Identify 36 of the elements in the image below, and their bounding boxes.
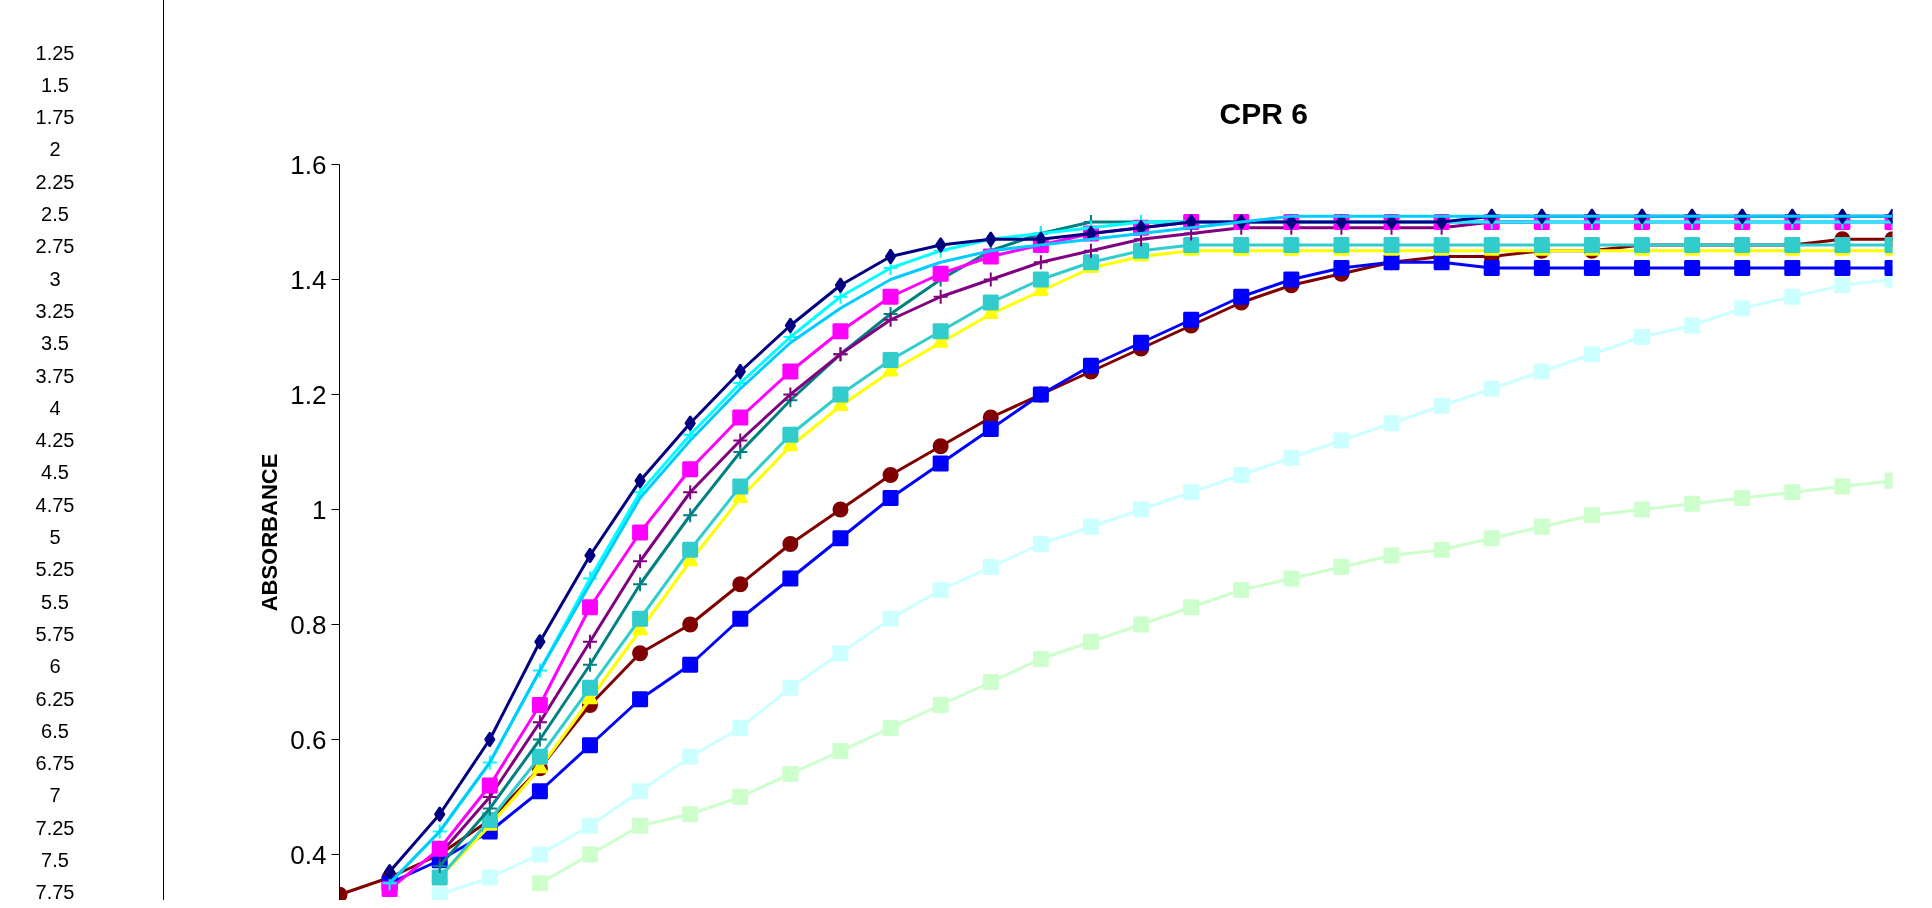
y-tick-label: 1 bbox=[312, 494, 327, 525]
text: 3.25 bbox=[34, 299, 76, 323]
text: 2.75 bbox=[34, 234, 76, 258]
text: 3.75 bbox=[34, 364, 76, 388]
text: 7 bbox=[48, 783, 62, 807]
text: 6.75 bbox=[34, 751, 76, 775]
text: 7.25 bbox=[34, 816, 76, 840]
text: 5 bbox=[48, 525, 62, 549]
y-tick-label: 1.2 bbox=[290, 379, 327, 410]
text: 5.5 bbox=[40, 590, 70, 614]
text: 4 bbox=[48, 396, 62, 420]
y-tick-label: 0.8 bbox=[290, 609, 327, 640]
text: 6.25 bbox=[34, 687, 76, 711]
text: 4.25 bbox=[34, 428, 76, 452]
y-tick-label: 0.4 bbox=[290, 839, 327, 870]
y-axis-title: ABSORBANCE bbox=[257, 453, 283, 612]
text: 3.5 bbox=[40, 331, 70, 355]
text: 2.5 bbox=[40, 202, 70, 226]
text: 5.25 bbox=[34, 557, 76, 581]
text: 2.25 bbox=[34, 170, 76, 194]
text: 6 bbox=[48, 654, 62, 678]
text: 7.5 bbox=[40, 848, 70, 872]
text: 6.5 bbox=[40, 719, 70, 743]
text: 1.25 bbox=[34, 41, 76, 65]
text: 4.5 bbox=[40, 460, 70, 484]
text: 2 bbox=[48, 137, 62, 161]
y-tick-label: 0.6 bbox=[290, 724, 327, 755]
chart-title: CPR 6 bbox=[1219, 96, 1308, 130]
text: 7.75 bbox=[34, 880, 76, 904]
text: 1.75 bbox=[34, 105, 76, 129]
text: 5.75 bbox=[34, 622, 76, 646]
text: 4.75 bbox=[34, 493, 76, 517]
y-tick-label: 1.4 bbox=[290, 264, 327, 295]
y-tick-label: 1.6 bbox=[290, 149, 327, 180]
text: 3 bbox=[48, 267, 62, 291]
text: 1.5 bbox=[40, 73, 70, 97]
